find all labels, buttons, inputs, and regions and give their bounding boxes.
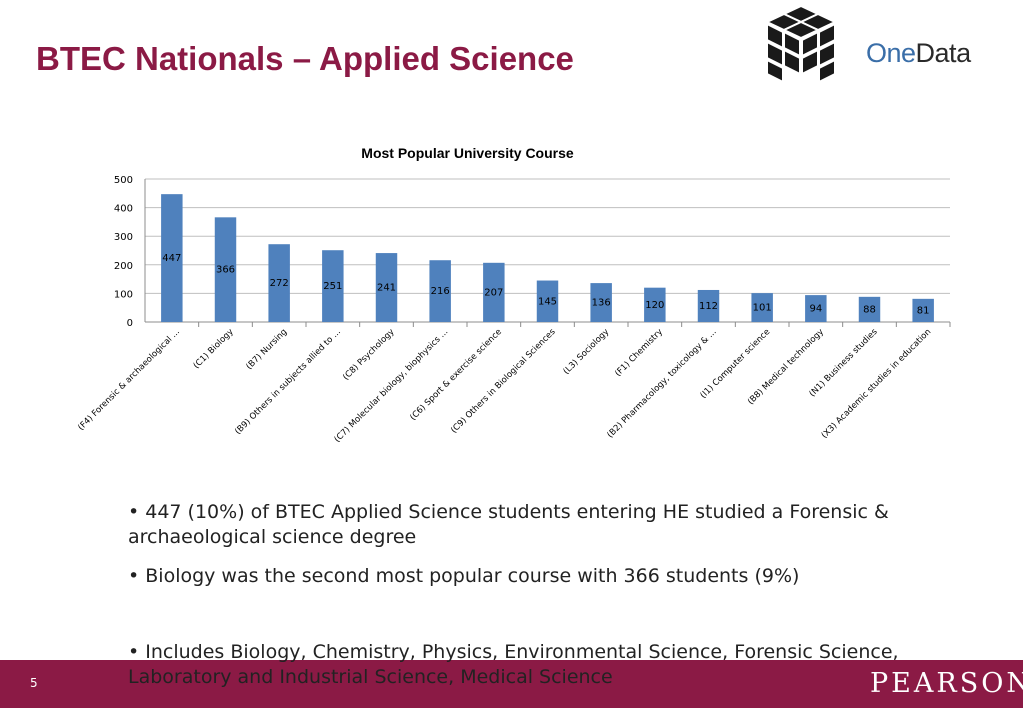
page-number: 5	[30, 676, 38, 690]
brand-logo-text: OneData	[866, 38, 971, 69]
x-tick-label: (L3) Sociology	[562, 327, 612, 377]
bar	[644, 287, 666, 322]
bullet-item: • 447 (10%) of BTEC Applied Science stud…	[128, 501, 889, 548]
footnote-bullet: • Includes Biology, Chemistry, Physics, …	[128, 641, 899, 688]
x-tick-label: (C1) Biology	[192, 327, 236, 371]
bar	[805, 295, 827, 322]
data-label: 241	[377, 283, 396, 294]
bullet-text: 447 (10%) of BTEC Applied Science studen…	[128, 501, 889, 548]
y-tick-label: 300	[114, 232, 133, 243]
x-tick-label: (X3) Academic studies in education	[820, 327, 934, 441]
y-tick-label: 0	[127, 318, 133, 329]
data-label: 366	[216, 265, 235, 276]
brand-part-two: Data	[915, 38, 972, 68]
data-label: 207	[484, 287, 503, 298]
y-tick-label: 400	[114, 204, 133, 215]
cube-grid-icon	[764, 4, 838, 84]
brand-part-one: One	[866, 38, 916, 68]
pearson-logo: PEARSON	[870, 668, 1023, 699]
bullet-list: • 447 (10%) of BTEC Applied Science stud…	[128, 500, 898, 603]
x-tick-label: (C6) Sport & exercise science	[408, 327, 504, 423]
data-label: 101	[753, 303, 772, 314]
data-label: 272	[270, 278, 289, 289]
bar	[536, 280, 559, 322]
y-tick-label: 100	[114, 289, 133, 300]
data-label: 136	[592, 298, 611, 309]
data-label: 88	[863, 304, 876, 315]
bar	[590, 283, 612, 322]
data-label: 112	[699, 301, 718, 312]
bar	[375, 253, 398, 322]
data-label: 251	[323, 281, 342, 292]
bar	[912, 298, 934, 322]
x-tick-label: (B2) Pharmacology, toxicology & ...	[605, 327, 718, 440]
bullet-item: • Biology was the second most popular co…	[128, 565, 800, 587]
chart-title: Most Popular University Course	[361, 145, 574, 161]
bar	[858, 296, 881, 322]
data-label: 120	[645, 300, 664, 311]
footer-bar	[0, 660, 1023, 708]
bar	[483, 262, 505, 322]
bar	[751, 293, 773, 322]
bullet-text: Biology was the second most popular cour…	[145, 565, 800, 587]
y-tick-label: 200	[114, 261, 133, 272]
footnote-text: Includes Biology, Chemistry, Physics, En…	[128, 641, 899, 688]
x-tick-label: (F4) Forensic & archaeological ...	[76, 327, 182, 433]
x-tick-label: (F1) Chemistry	[613, 327, 665, 379]
bar	[697, 289, 720, 322]
x-tick-label: (B9) Others in subjects allied to ...	[233, 327, 343, 437]
page-title: BTEC Nationals – Applied Science	[36, 40, 574, 77]
bar	[429, 260, 451, 322]
data-label: 447	[162, 253, 181, 264]
bar	[214, 217, 237, 322]
data-label: 145	[538, 296, 557, 307]
bar	[268, 244, 290, 322]
data-label: 216	[431, 286, 450, 297]
bar-chart: Most Popular University Course 0 100 200 300…	[76, 145, 951, 445]
x-tick-label: (C9) Others in Biological Sciences	[449, 327, 558, 436]
data-label: 94	[809, 304, 822, 315]
bar	[322, 250, 344, 322]
x-tick-label: (B7) Nursing	[244, 327, 289, 372]
y-tick-label: 500	[114, 175, 133, 186]
x-tick-label: (C7) Molecular biology, biophysics ...	[333, 327, 451, 445]
bar	[161, 194, 183, 322]
data-label: 81	[917, 305, 930, 316]
x-tick-label: (C8) Psychology	[341, 327, 396, 382]
